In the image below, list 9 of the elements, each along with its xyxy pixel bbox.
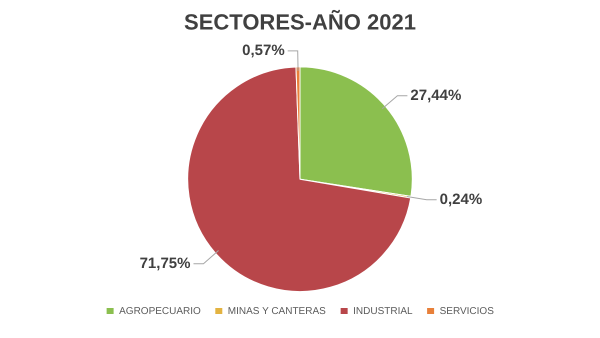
data-label: 27,44% [410,86,462,104]
data-label: 0,57% [242,42,285,60]
legend-label: SERVICIOS [440,306,494,317]
data-label: 71,75% [140,254,190,272]
legend-label: MINAS Y CANTERAS [228,306,326,317]
legend-label: INDUSTRIAL [353,306,414,317]
data-label: 0,24% [440,190,482,208]
legend-label: AGROPECUARIO [119,306,202,317]
chart-title: SECTORES-AÑO 2021 [184,9,416,34]
